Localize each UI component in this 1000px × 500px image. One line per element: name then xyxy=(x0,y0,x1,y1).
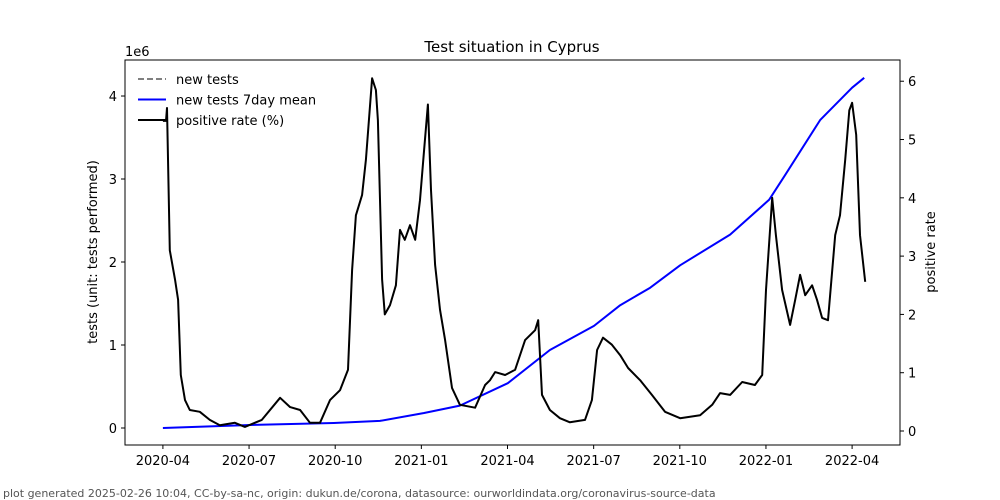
footer-credit: plot generated 2025-02-26 10:04, CC-by-s… xyxy=(3,487,716,500)
left-y-tick-label: 4 xyxy=(109,90,117,105)
legend-entry: new tests xyxy=(138,73,239,88)
left-y-tick-label: 1 xyxy=(109,339,117,354)
left-y-tick-label: 3 xyxy=(109,173,117,188)
right-axis-label: positive rate xyxy=(924,211,939,293)
right-y-tick-label: 0 xyxy=(908,425,916,440)
series-line-positive-rate xyxy=(162,77,867,428)
x-tick-label: 2020-07 xyxy=(222,454,276,469)
legend-label: new tests xyxy=(176,73,239,88)
left-axis-label: tests (unit: tests performed) xyxy=(86,160,101,344)
x-tick-label: 2022-01 xyxy=(739,454,793,469)
ticks: 2020-04 2020-07 2020-10 2021-01 2021-04 2021-… xyxy=(109,75,917,469)
left-axis-offset-label: 1e6 xyxy=(125,45,150,60)
legend: new tests new tests 7day mean positive rat… xyxy=(138,73,316,129)
series-line-new-tests-7day-mean xyxy=(162,77,865,429)
right-y-tick-label: 3 xyxy=(908,250,916,265)
chart-title: Test situation in Cyprus xyxy=(423,38,599,56)
legend-label: new tests 7day mean xyxy=(176,94,316,109)
x-tick-label: 2021-07 xyxy=(566,454,620,469)
axes-frame xyxy=(124,59,901,446)
x-tick-label: 2021-01 xyxy=(394,454,448,469)
x-tick-label: 2022-04 xyxy=(825,454,879,469)
right-y-tick-label: 6 xyxy=(908,75,916,90)
right-y-tick-label: 5 xyxy=(908,134,916,149)
legend-label: positive rate (%) xyxy=(176,114,284,129)
x-tick-label: 2020-04 xyxy=(136,454,190,469)
legend-entry: positive rate (%) xyxy=(138,114,284,129)
right-y-tick-label: 2 xyxy=(908,308,916,323)
plot-area xyxy=(162,77,867,429)
x-tick-label: 2021-10 xyxy=(653,454,707,469)
right-y-tick-label: 4 xyxy=(908,192,916,207)
left-y-tick-label: 0 xyxy=(109,422,117,437)
left-y-tick-label: 2 xyxy=(109,256,117,271)
x-tick-label: 2021-04 xyxy=(480,454,534,469)
x-tick-label: 2020-10 xyxy=(308,454,362,469)
right-y-tick-label: 1 xyxy=(908,367,916,382)
legend-entry: new tests 7day mean xyxy=(138,94,316,109)
